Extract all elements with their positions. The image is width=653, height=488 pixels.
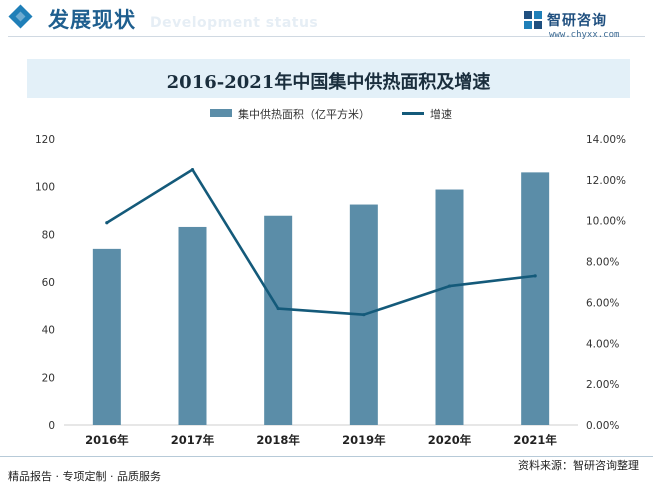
y-left-tick-label: 0 bbox=[48, 420, 55, 432]
footer-slogan: 精品报告 · 专项定制 · 品质服务 bbox=[8, 470, 161, 483]
growth-point bbox=[190, 168, 195, 172]
brand[interactable]: 智研咨询 www.chyxx.com bbox=[523, 9, 639, 43]
chart-title: 2016-2021年中国集中供热面积及增速 bbox=[166, 72, 491, 93]
y-right-tick-label: 10.00% bbox=[586, 216, 626, 228]
growth-line bbox=[106, 168, 536, 316]
legend-line-swatch bbox=[402, 112, 424, 115]
growth-point bbox=[533, 274, 537, 278]
header-divider bbox=[8, 36, 645, 37]
growth-point bbox=[447, 284, 452, 288]
growth-point bbox=[105, 221, 109, 225]
bar bbox=[178, 226, 207, 425]
x-tick-label: 2017年 bbox=[171, 433, 215, 447]
legend-label-area: 集中供热面积（亿平方米） bbox=[238, 108, 370, 121]
bar bbox=[435, 189, 464, 425]
chart-legend: 集中供热面积（亿平方米） 增速 bbox=[0, 106, 653, 122]
legend-bar-swatch bbox=[210, 109, 232, 117]
section-watermark: Development status bbox=[150, 15, 319, 31]
y-right-tick-label: 4.00% bbox=[586, 338, 619, 350]
y-right-tick-label: 8.00% bbox=[586, 257, 619, 269]
y-right-tick-label: 12.00% bbox=[586, 175, 626, 187]
source-note: 资料来源：智研咨询整理 bbox=[518, 459, 639, 472]
chart-title-band: 2016-2021年中国集中供热面积及增速 bbox=[27, 59, 630, 98]
brand-url: www.chyxx.com bbox=[549, 30, 620, 40]
section-title: 发展现状 bbox=[48, 8, 136, 32]
bar bbox=[92, 248, 121, 425]
growth-point bbox=[362, 313, 366, 317]
y-left-tick-label: 20 bbox=[42, 372, 55, 384]
x-tick-label: 2020年 bbox=[428, 433, 472, 447]
y-left-tick-label: 120 bbox=[35, 134, 55, 146]
growth-point bbox=[276, 306, 280, 311]
y-right-tick-label: 6.00% bbox=[586, 297, 619, 309]
brand-name: 智研咨询 bbox=[547, 13, 607, 29]
y-right-tick-label: 2.00% bbox=[586, 379, 619, 391]
bar bbox=[264, 215, 293, 425]
legend-label-growth: 增速 bbox=[430, 108, 452, 121]
header-bar: Development status 发展现状 智研咨询 www.chyxx.c… bbox=[0, 0, 653, 46]
bar bbox=[521, 172, 550, 425]
y-left-tick-label: 60 bbox=[42, 277, 55, 289]
x-tick-label: 2019年 bbox=[342, 433, 386, 447]
x-tick-label: 2018年 bbox=[256, 433, 300, 447]
y-left-tick-label: 80 bbox=[42, 229, 55, 241]
brand-logo-icon bbox=[524, 11, 542, 29]
x-tick-label: 2016年 bbox=[85, 433, 129, 447]
combo-chart: 0 20 40 60 80 100 120 0.00% 2.00% 4.00% 6.00% 8.00%… bbox=[35, 134, 626, 447]
y-left-tick-label: 100 bbox=[35, 182, 55, 194]
x-tick-label: 2021年 bbox=[513, 433, 557, 447]
y-right-tick-label: 0.00% bbox=[586, 420, 619, 432]
y-right-tick-label: 14.00% bbox=[586, 134, 626, 146]
footer-divider bbox=[0, 456, 653, 457]
y-left-tick-label: 40 bbox=[42, 325, 55, 337]
